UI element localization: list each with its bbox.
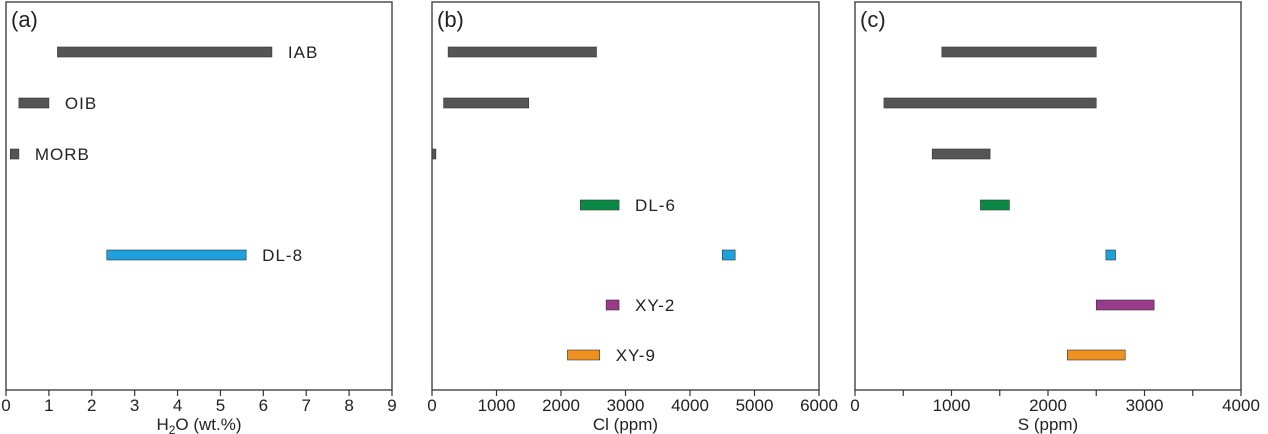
x-tick-label: 2000	[1029, 396, 1067, 415]
x-tick-label: 1	[44, 396, 53, 415]
panel-label: (b)	[437, 7, 464, 32]
range-bar	[443, 97, 530, 109]
bar-label: OIB	[65, 94, 97, 113]
x-tick-label: 0	[1, 396, 10, 415]
range-bar	[721, 249, 736, 261]
x-tick-label: 3000	[607, 396, 645, 415]
x-axis-title: S (ppm)	[1018, 415, 1078, 434]
range-bar	[1067, 349, 1126, 361]
plot-frame	[854, 1, 1242, 391]
range-bar	[931, 148, 991, 160]
range-bar	[567, 349, 601, 361]
x-tick-label: 3000	[1126, 396, 1164, 415]
panel-label: (c)	[860, 7, 886, 32]
range-bar	[18, 97, 50, 109]
range-bar	[605, 299, 620, 311]
bar-label: DL-8	[262, 246, 303, 265]
bar-label: DL-6	[635, 196, 676, 215]
panel-b: (b) DL-6 XY-2 XY-9 0 1000 2000 3000 4000 5000 6000…	[427, 1, 838, 434]
x-tick-label: 2000	[542, 396, 580, 415]
x-tick-label: 3	[130, 396, 139, 415]
x-tick-label: 6000	[800, 396, 838, 415]
bar-label: XY-9	[616, 346, 656, 365]
range-bar	[447, 46, 597, 58]
x-tick-label: 2	[87, 396, 96, 415]
x-axis-title: Cl (ppm)	[593, 415, 658, 434]
x-tick-label: 4000	[671, 396, 709, 415]
range-bar	[9, 148, 20, 160]
range-bar	[431, 148, 437, 160]
x-tick-label: 4000	[1222, 396, 1260, 415]
x-tick-label: 6	[259, 396, 268, 415]
panel-label: (a)	[11, 7, 38, 32]
range-bar	[1105, 249, 1116, 261]
range-bar	[941, 46, 1097, 58]
range-bar	[980, 199, 1010, 211]
panel-c: (c) 0 1000 2000 3000 4000 S (ppm)	[850, 1, 1260, 434]
range-bar	[1095, 299, 1155, 311]
plot-frame	[5, 1, 393, 391]
plot-frame	[431, 1, 820, 391]
x-tick-label: 0	[850, 396, 859, 415]
x-tick-label: 1000	[933, 396, 971, 415]
range-bar	[580, 199, 620, 211]
x-axis-title: H2O (wt.%)	[156, 415, 241, 434]
range-bar	[57, 46, 273, 58]
range-bar	[106, 249, 247, 261]
bar-label: XY-2	[635, 296, 675, 315]
range-bar	[883, 97, 1097, 109]
x-tick-label: 5000	[736, 396, 774, 415]
x-tick-label: 8	[344, 396, 353, 415]
x-tick-label: 4	[173, 396, 182, 415]
x-tick-label: 1000	[478, 396, 516, 415]
bar-label: MORB	[35, 145, 90, 164]
panel-a: (a) IAB OIB MORB DL-8 0 1 2 3 4 5 6 7 8 9 H2O (wt.%)	[1, 1, 397, 434]
x-tick-label: 5	[216, 396, 225, 415]
x-tick-label: 7	[301, 396, 310, 415]
x-tick-label: 0	[427, 396, 436, 415]
bar-label: IAB	[288, 43, 318, 62]
x-tick-label: 9	[387, 396, 396, 415]
